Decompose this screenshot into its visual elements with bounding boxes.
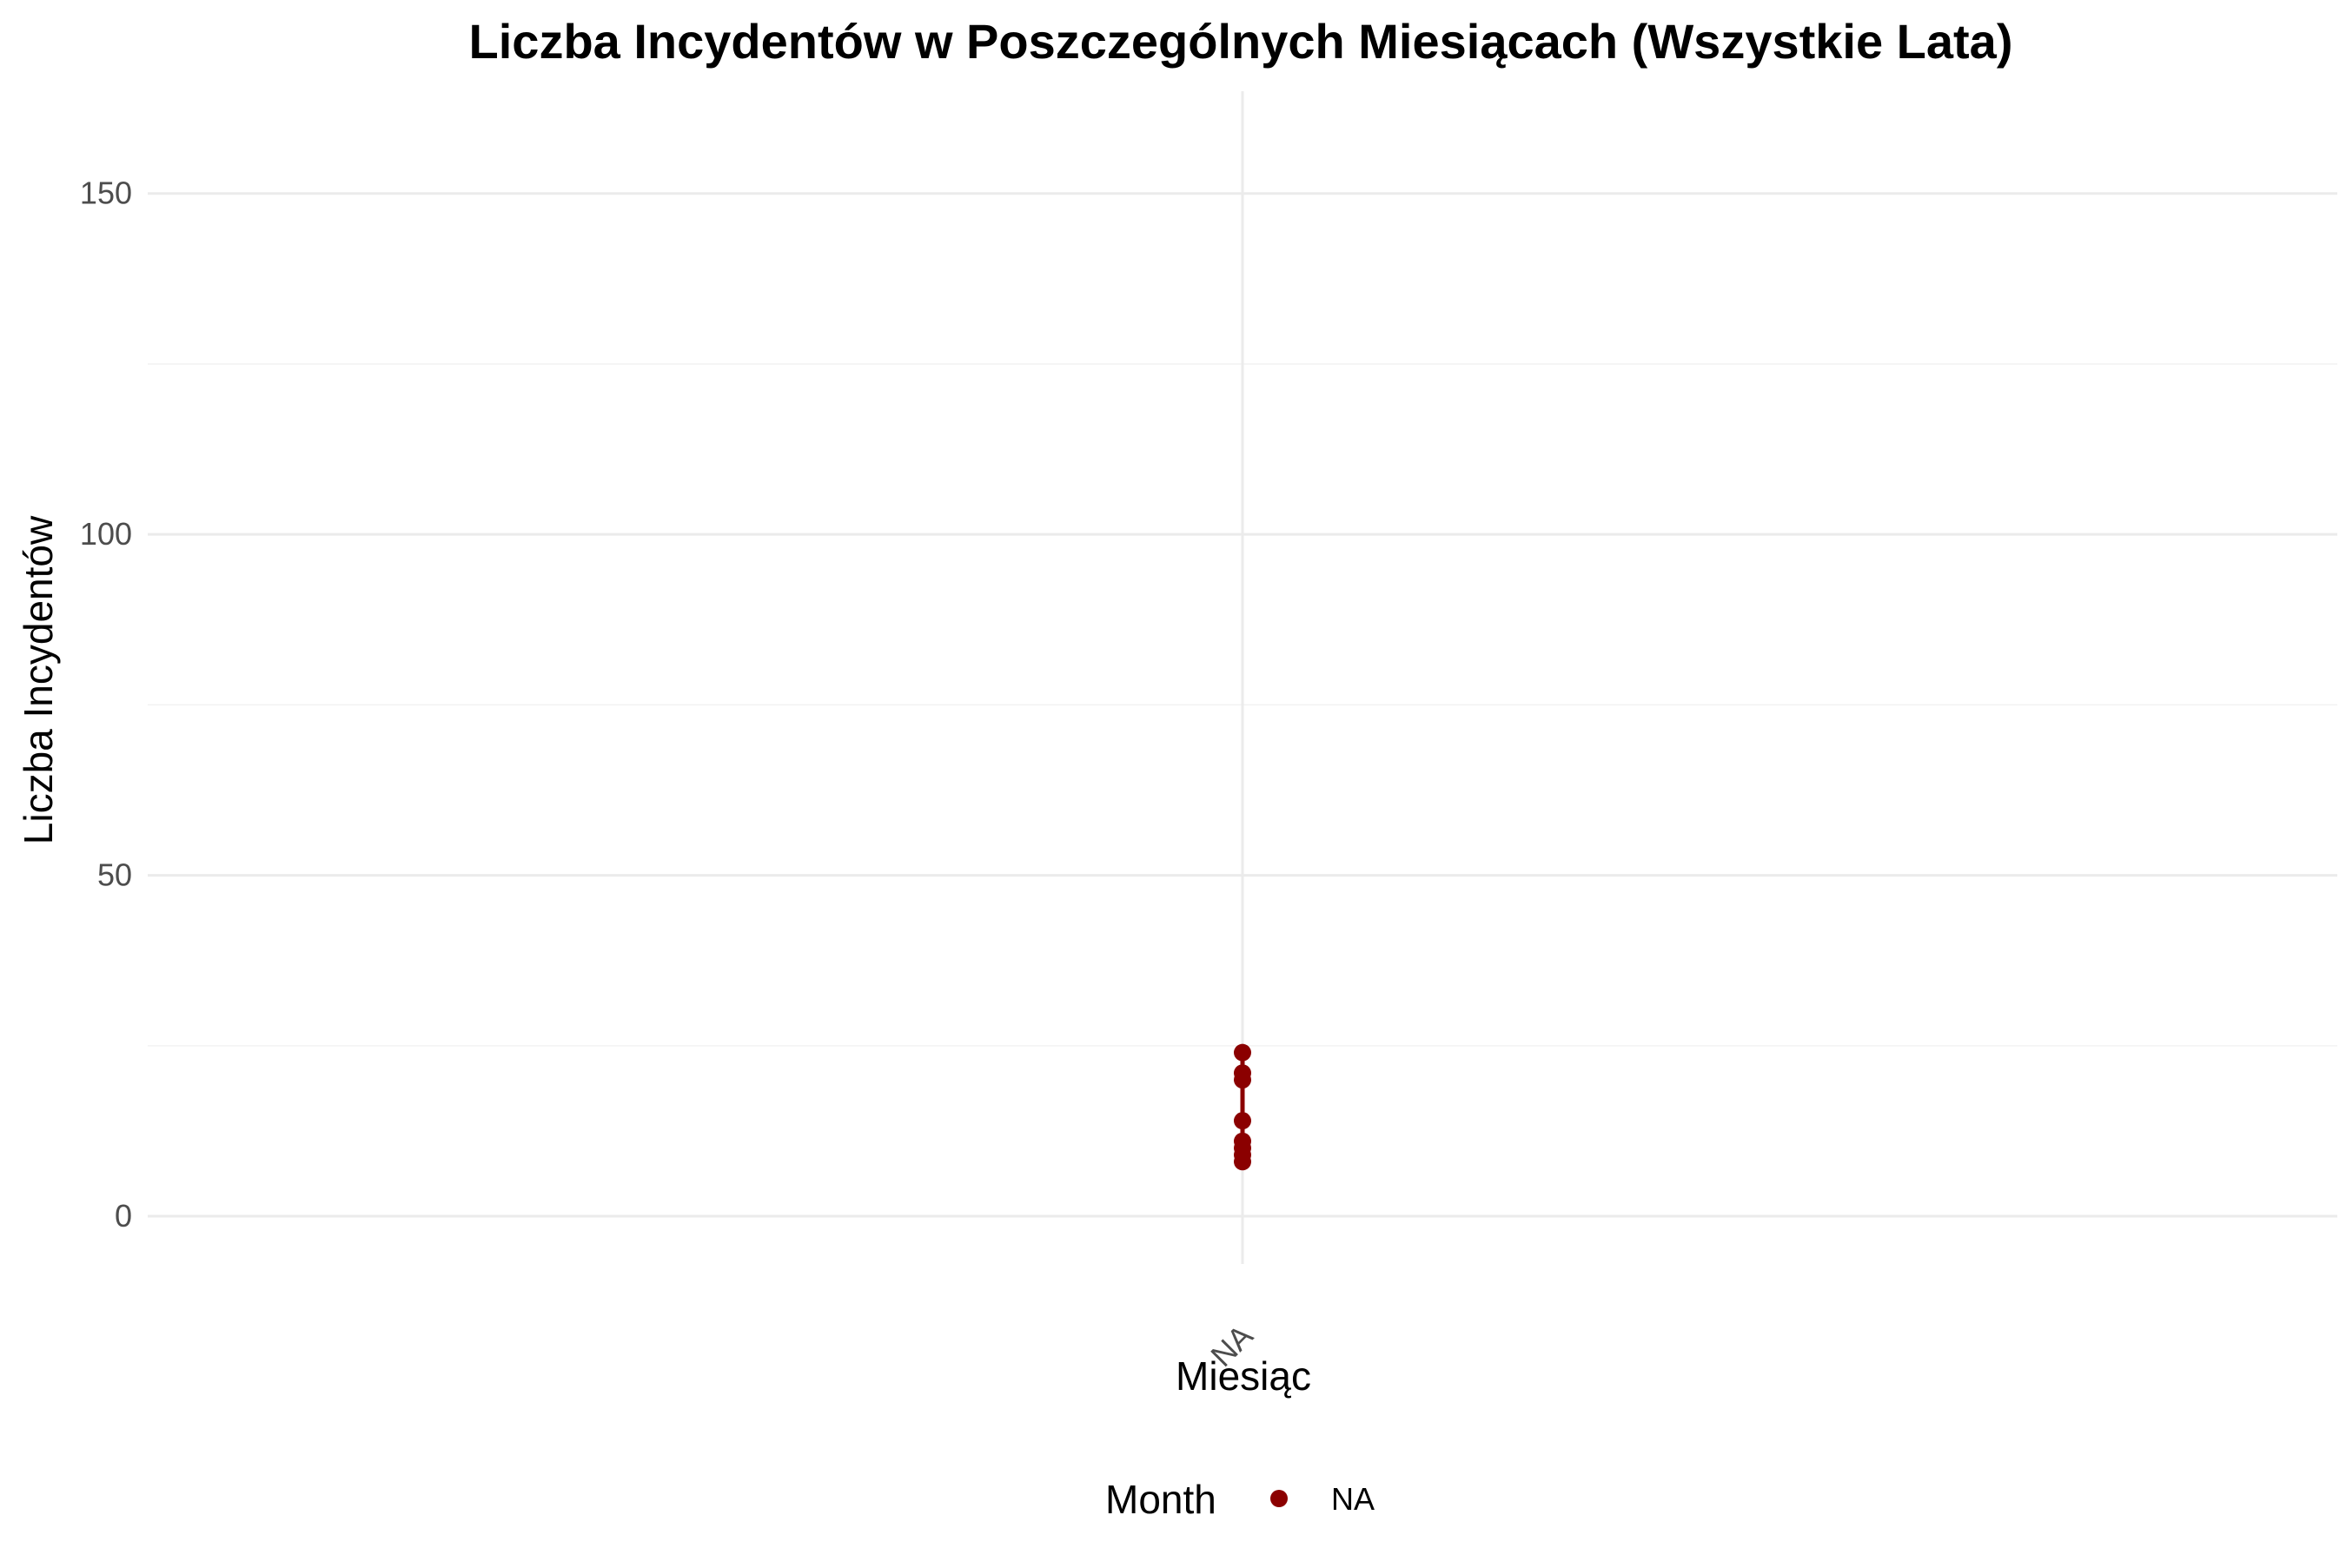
legend: Month NA (1105, 1477, 1375, 1522)
y-tick-label: 150 (80, 175, 132, 211)
chart-title: Liczba Incydentów w Poszczególnych Miesi… (469, 14, 2013, 69)
y-axis-title: Liczba Incydentów (16, 515, 61, 844)
y-tick-label: 100 (80, 516, 132, 552)
grid-layer (148, 91, 2337, 1264)
data-point (1234, 1043, 1251, 1062)
legend-swatch (1270, 1490, 1288, 1507)
x-axis-title: Miesiąc (1176, 1353, 1311, 1399)
y-tick-label: 0 (115, 1198, 132, 1234)
legend-label: NA (1331, 1481, 1375, 1517)
data-point (1234, 1112, 1251, 1130)
y-tick-label: 50 (97, 857, 132, 893)
data-point (1234, 1071, 1251, 1089)
legend-entries: NA (1270, 1481, 1375, 1517)
data-point (1234, 1153, 1251, 1171)
legend-title: Month (1105, 1477, 1216, 1522)
data-layer (1234, 1043, 1251, 1171)
